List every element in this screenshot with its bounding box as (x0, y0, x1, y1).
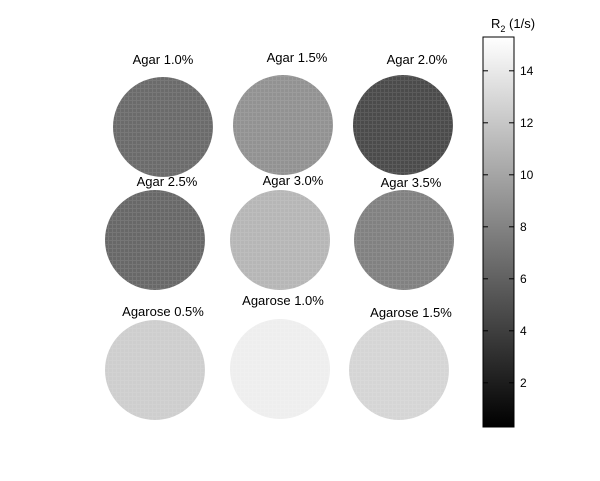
sample-label: Agar 3.5% (381, 175, 442, 190)
sample-8: Agarose 1.0% (230, 293, 330, 419)
sample-disc-texture (230, 319, 330, 419)
sample-4: Agar 2.5% (105, 174, 205, 290)
sample-label: Agar 3.0% (263, 173, 324, 188)
colorbar-tick-label: 6 (520, 272, 527, 286)
colorbar-tick-label: 2 (520, 376, 527, 390)
sample-label: Agar 1.0% (133, 52, 194, 67)
sample-disc-texture (230, 190, 330, 290)
colorbar-tick-label: 8 (520, 220, 527, 234)
sample-label: Agarose 1.5% (370, 305, 452, 320)
sample-7: Agarose 0.5% (105, 304, 205, 420)
colorbar-tick-label: 4 (520, 324, 527, 338)
sample-disc-texture (105, 190, 205, 290)
colorbar-tick-label: 12 (520, 116, 534, 130)
sample-disc-texture (105, 320, 205, 420)
sample-9: Agarose 1.5% (349, 305, 452, 420)
colorbar-scale (482, 36, 515, 428)
sample-label: Agarose 0.5% (122, 304, 204, 319)
sample-5: Agar 3.0% (230, 173, 330, 290)
sample-disc-texture (349, 320, 449, 420)
colorbar: R2 (1/s) 2 4 6 8 10 12 14 (482, 16, 535, 428)
sample-1: Agar 1.0% (113, 52, 213, 177)
colorbar-tick-label: 10 (520, 168, 534, 182)
sample-label: Agar 2.0% (387, 52, 448, 67)
phantom-samples: Agar 1.0% Agar 1.5% Agar 2.0% Agar 2.5% Agar… (105, 50, 454, 420)
sample-2: Agar 1.5% (233, 50, 333, 175)
sample-label: Agarose 1.0% (242, 293, 324, 308)
sample-disc-texture (354, 190, 454, 290)
sample-label: Agar 1.5% (267, 50, 328, 65)
colorbar-label: R2 (1/s) (491, 16, 535, 34)
sample-disc-texture (113, 77, 213, 177)
sample-6: Agar 3.5% (354, 175, 454, 290)
sample-disc-texture (353, 75, 453, 175)
sample-disc-texture (233, 75, 333, 175)
colorbar-tick-label: 14 (520, 64, 534, 78)
sample-label: Agar 2.5% (137, 174, 198, 189)
sample-3: Agar 2.0% (353, 52, 453, 175)
